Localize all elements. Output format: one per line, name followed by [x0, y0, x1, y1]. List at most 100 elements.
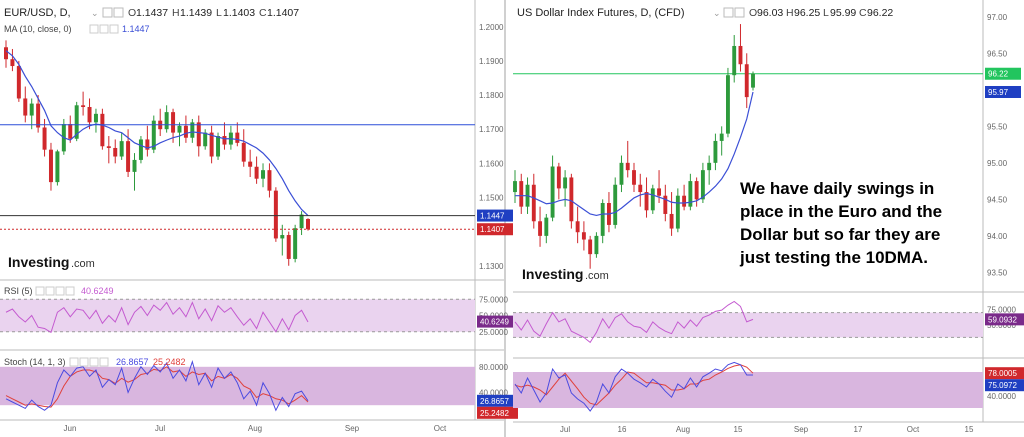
candle-down	[68, 124, 73, 139]
time-tick-label: 15	[734, 425, 743, 434]
ohlc-open-value: 96.03	[757, 7, 783, 19]
candle-down	[183, 125, 188, 138]
annotation-line: Dollar but so far they are	[740, 225, 940, 244]
ohlc-high-label: H	[172, 7, 180, 19]
candle-down	[581, 232, 586, 240]
close-icon[interactable]	[113, 7, 124, 18]
stoch-badge-box	[985, 367, 1024, 380]
candle-up	[138, 139, 143, 160]
candle-up	[563, 177, 568, 189]
close-icon[interactable]	[55, 286, 65, 296]
price-tick-label: 95.00	[987, 159, 1008, 168]
candle-up	[293, 228, 298, 259]
stoch-badge-box	[477, 394, 518, 407]
price-tick-label: 1.1600	[479, 159, 504, 168]
logo-text: Investing	[8, 254, 69, 270]
candle-up	[550, 166, 555, 218]
eye-icon[interactable]	[35, 286, 45, 296]
chart-title: EUR/USD, D,	[4, 7, 71, 19]
time-tick-label: Jun	[64, 424, 77, 433]
candle-down	[694, 181, 699, 200]
candle-up	[151, 120, 156, 150]
candle-down	[209, 132, 214, 157]
ohlc-open-label: O	[749, 7, 757, 19]
rsi-tick-label: 25.0000	[479, 328, 508, 337]
eurusd-price-badges: 1.1447 1.1407	[477, 209, 513, 236]
candle-down	[36, 103, 41, 128]
stoch-k-value: 26.8657	[116, 357, 149, 367]
price-tick-label: 1.1500	[479, 193, 504, 202]
rsi-badge: 59.0932	[985, 313, 1024, 326]
stoch-d-value: 25.2482	[153, 357, 186, 367]
candle-up	[732, 45, 737, 76]
candle-down	[23, 98, 28, 116]
candle-down	[10, 59, 15, 67]
candle-down	[738, 45, 743, 65]
time-axis-labels: Jun Jul Aug Sep Oct	[64, 424, 447, 433]
stoch-badges: 26.8657 25.2482	[477, 394, 518, 419]
time-tick-label: Sep	[794, 425, 809, 434]
candle-down	[306, 218, 310, 230]
rsi-band	[0, 299, 475, 332]
candle-up	[751, 73, 755, 88]
price-tick-label: 1.2000	[479, 23, 504, 32]
dxy-ma-line	[515, 91, 754, 217]
time-axis-labels: Jul 16 Aug 15 Sep 17 Oct 15	[560, 425, 974, 434]
stoch-badge-box	[985, 379, 1024, 392]
settings-icon[interactable]	[99, 24, 109, 34]
investing-logo: Investing .com	[522, 266, 609, 282]
stoch-legend-label: Stoch (14, 1, 3)	[4, 357, 66, 367]
candle-down	[744, 64, 749, 98]
more-icon[interactable]	[99, 357, 109, 367]
chart-title: US Dollar Index Futures, D, (CFD)	[517, 7, 684, 19]
price-tick-label: 97.00	[987, 13, 1008, 22]
rsi-tick-label: 75.0000	[479, 295, 508, 304]
settings-icon[interactable]	[102, 7, 113, 18]
candle-down	[638, 184, 643, 193]
eye-icon[interactable]	[89, 24, 99, 34]
candle-down	[669, 213, 674, 229]
stoch-k-line	[514, 361, 754, 412]
chevron-down-icon[interactable]: ⌄	[713, 8, 721, 18]
candle-down	[48, 149, 53, 183]
ohlc-open-label: O	[128, 7, 136, 19]
annotation-text: We have daily swings in place in the Eur…	[739, 179, 942, 267]
settings-icon[interactable]	[45, 286, 55, 296]
candle-down	[100, 113, 105, 147]
time-tick-label: 15	[965, 425, 974, 434]
price-badge	[985, 67, 1021, 80]
ma-legend-label: MA (10, close, 0)	[4, 24, 72, 34]
ohlc-open-value: 1.1437	[136, 7, 168, 19]
ohlc-close-label: C	[259, 7, 267, 19]
candle-down	[644, 192, 649, 211]
price-badge-label: 1.1447	[480, 212, 505, 221]
candle-up	[619, 162, 624, 185]
candle-down	[113, 147, 118, 157]
price-tick-label: 93.50	[987, 268, 1008, 277]
ohlc-low-value: 1.1403	[223, 7, 255, 19]
chevron-down-icon[interactable]: ⌄	[91, 8, 99, 18]
candle-down	[16, 66, 21, 99]
candle-down	[625, 162, 630, 171]
settings-icon[interactable]	[723, 7, 734, 18]
candle-up	[177, 125, 182, 133]
eye-icon[interactable]	[69, 357, 79, 367]
candle-up	[707, 162, 712, 171]
eurusd-ma-line	[5, 50, 309, 217]
rsi-line	[514, 300, 754, 344]
candle-up	[216, 136, 221, 157]
more-icon[interactable]	[65, 286, 75, 296]
candle-up	[713, 140, 718, 163]
close-icon[interactable]	[109, 24, 119, 34]
stoch-badge-label: 25.2482	[480, 409, 509, 418]
time-tick-label: Aug	[676, 425, 690, 434]
close-icon[interactable]	[734, 7, 745, 18]
rsi-badge-box	[985, 313, 1024, 326]
dxy-price-badges: 96.22 95.97	[985, 67, 1021, 98]
settings-icon[interactable]	[79, 357, 89, 367]
rsi-legend-label: RSI (5)	[4, 286, 33, 296]
close-icon[interactable]	[89, 357, 99, 367]
candle-up	[513, 181, 517, 193]
candle-up	[203, 132, 208, 147]
